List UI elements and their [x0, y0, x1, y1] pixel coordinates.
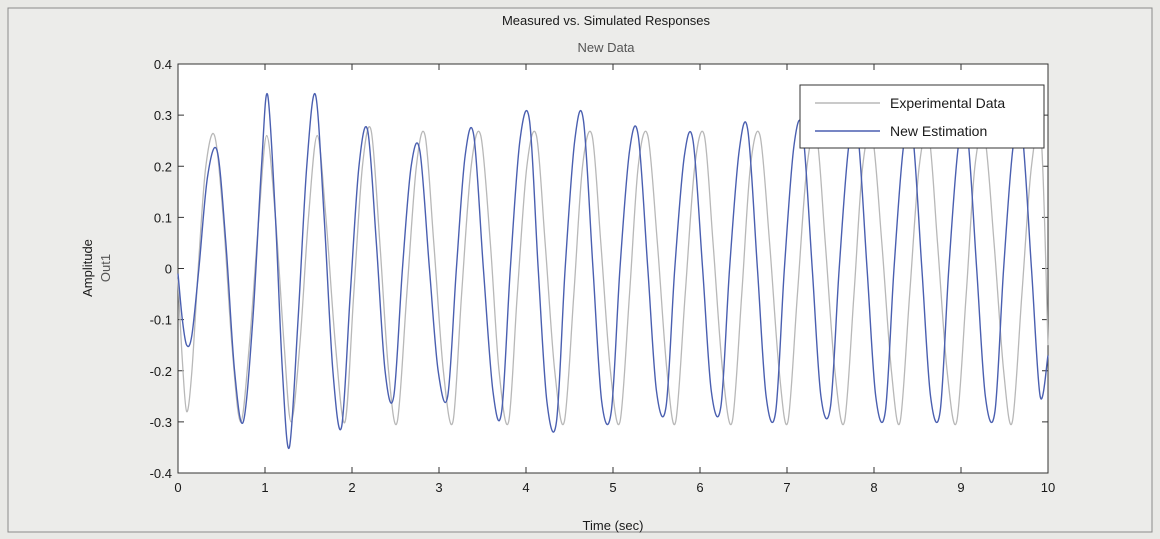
- y-axis-sublabel: Out1: [98, 254, 113, 282]
- y-tick-label: -0.1: [150, 313, 172, 328]
- series-layer: [177, 92, 1049, 450]
- x-tick-label: 9: [957, 480, 964, 495]
- x-tick-label: 5: [609, 480, 616, 495]
- x-axis-label: Time (sec): [583, 518, 644, 533]
- legend-box: [799, 84, 1045, 149]
- y-tick-label: 0.3: [154, 108, 172, 123]
- y-tick-label: 0: [165, 262, 172, 277]
- legend-label-experimental: Experimental Data: [890, 95, 1005, 111]
- x-tick-label: 10: [1041, 480, 1055, 495]
- x-tick-label: 6: [696, 480, 703, 495]
- y-tick-label: 0.2: [154, 159, 172, 174]
- x-tick-label: 4: [522, 480, 529, 495]
- chart-title: Measured vs. Simulated Responses: [502, 13, 711, 28]
- x-tick-label: 1: [261, 480, 268, 495]
- y-axis-label: Amplitude: [80, 239, 95, 297]
- series-new-estimation: [177, 92, 1049, 450]
- legend: Experimental Data New Estimation: [799, 84, 1045, 149]
- chart-subtitle: New Data: [577, 40, 635, 55]
- x-tick-label: 2: [348, 480, 355, 495]
- x-tick-label: 8: [870, 480, 877, 495]
- legend-label-estimation: New Estimation: [890, 123, 987, 139]
- y-tick-label: -0.3: [150, 415, 172, 430]
- x-tick-label: 7: [783, 480, 790, 495]
- y-tick-label: -0.2: [150, 364, 172, 379]
- y-tick-label: 0.4: [154, 57, 172, 72]
- ticks-layer: 0 1 2 3 4 5 6 7 8 9 10 -0.4 -0.3 -0.2 -0.1 0 0.1 0.2 0.3 0.…: [150, 57, 1056, 495]
- x-tick-label: 0: [174, 480, 181, 495]
- y-tick-label: 0.1: [154, 210, 172, 225]
- x-tick-label: 3: [435, 480, 442, 495]
- y-tick-label: -0.4: [150, 466, 172, 481]
- series-experimental-data: [177, 123, 1049, 426]
